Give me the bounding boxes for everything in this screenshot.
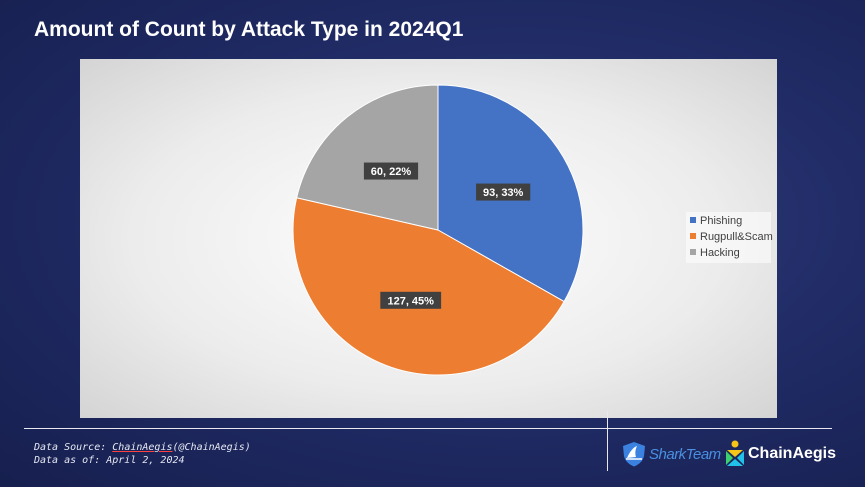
pie-slice-rugpull-scam — [292, 197, 565, 376]
pie-data-label: 93, 33% — [476, 183, 531, 201]
page-title: Amount of Count by Attack Type in 2024Q1 — [34, 18, 464, 41]
legend-label: Rugpull&Scam — [700, 231, 773, 243]
pie-slice-hacking — [296, 84, 439, 231]
legend-swatch-rugpull — [690, 233, 696, 239]
legend-item-rugpull: Rugpull&Scam — [690, 230, 773, 244]
pie-data-label: 60, 22% — [363, 162, 419, 180]
sharkteam-wordmark: SharkTeam — [649, 446, 721, 463]
pie-data-label-box — [363, 162, 419, 180]
pie-data-label-box — [476, 183, 531, 201]
pie-data-label-box — [380, 291, 442, 309]
chainaegis-mark-icon — [726, 440, 744, 466]
chainaegis-wordmark: ChainAegis — [748, 445, 837, 462]
pie-data-label-text: 93, 33% — [483, 187, 524, 199]
sharkteam-logo: SharkTeam — [620, 440, 721, 468]
footer-divider — [24, 428, 832, 429]
legend-swatch-phishing — [690, 217, 696, 223]
pie-data-label-text: 60, 22% — [371, 166, 412, 178]
legend-label: Hacking — [700, 247, 740, 259]
footer-divider-vertical — [607, 411, 608, 471]
source-handle: (@ChainAegis) — [172, 442, 251, 453]
legend-swatch-hacking — [690, 249, 696, 255]
source-line: Data Source: ChainAegis(@ChainAegis) — [34, 441, 251, 454]
data-source: Data Source: ChainAegis(@ChainAegis) Dat… — [34, 441, 251, 467]
legend-item-hacking: Hacking — [690, 246, 740, 260]
pie-chart: 93, 33% 127, 45% 60, 22% — [292, 84, 584, 376]
shark-shield-icon — [623, 442, 645, 467]
legend-item-phishing: Phishing — [690, 214, 742, 228]
chainaegis-logo: ChainAegis — [724, 440, 836, 468]
chart-panel: 93, 33% 127, 45% 60, 22% — [80, 59, 777, 418]
source-link[interactable]: ChainAegis — [112, 442, 173, 453]
pie-data-label-text: 127, 45% — [387, 295, 434, 307]
asof-line: Data as of: April 2, 2024 — [34, 455, 185, 466]
legend-label: Phishing — [700, 215, 743, 227]
chart-legend: Phishing Rugpull&Scam Hacking — [686, 212, 773, 263]
source-prefix: Data Source: — [34, 442, 113, 453]
pie-data-label: 127, 45% — [380, 291, 442, 309]
